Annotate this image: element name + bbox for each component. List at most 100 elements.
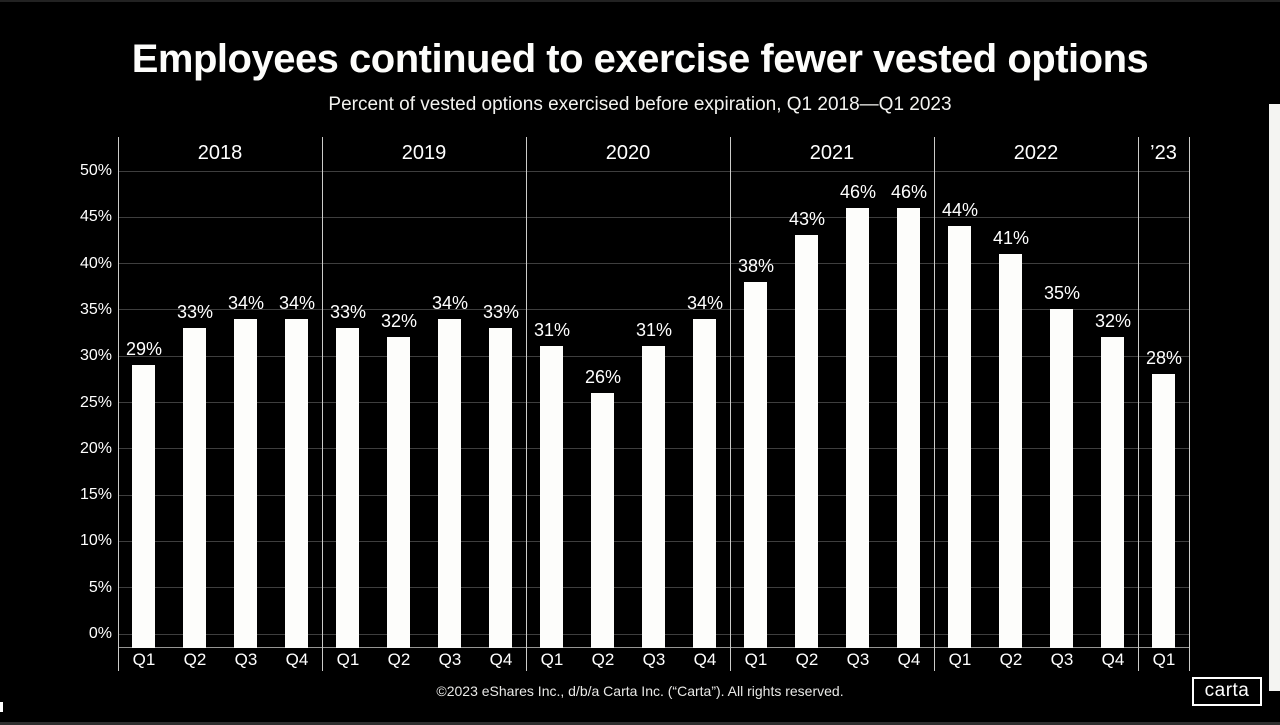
bar (744, 282, 767, 648)
bar-value-label: 34% (431, 293, 469, 313)
year-label: 2021 (809, 142, 855, 164)
carta-logo: carta (1192, 677, 1262, 706)
bar (132, 365, 155, 648)
bar-value-label: 44% (941, 200, 979, 220)
bar-value-label: 33% (329, 302, 367, 322)
y-axis-tick-label: 35% (79, 301, 112, 318)
bar (183, 328, 206, 648)
bar (387, 337, 410, 648)
bar (897, 208, 920, 648)
x-axis-tick-label: Q3 (642, 650, 666, 669)
x-axis-tick-label: Q2 (999, 650, 1023, 669)
y-axis-tick-label: 30% (79, 347, 112, 364)
bar (1050, 309, 1073, 648)
bar-value-label: 46% (839, 182, 877, 202)
carta-logo-text: carta (1204, 679, 1250, 701)
x-axis-tick-label: Q3 (1050, 650, 1074, 669)
x-axis-tick-label: Q4 (693, 650, 717, 669)
bar (234, 319, 257, 648)
x-axis-tick-label: Q4 (489, 650, 513, 669)
y-axis-tick-label: 50% (79, 162, 112, 179)
bar-value-label: 34% (686, 293, 724, 313)
year-label: 2020 (605, 142, 651, 164)
top-window-edge (0, 0, 1280, 2)
year-label: 2019 (401, 142, 447, 164)
x-axis-tick-label: Q2 (591, 650, 615, 669)
bar-value-label: 31% (533, 320, 571, 340)
bar (540, 346, 563, 648)
x-axis-tick-label: Q1 (336, 650, 360, 669)
bar (285, 319, 308, 648)
x-axis-tick-label: Q2 (183, 650, 207, 669)
bar-value-label: 34% (278, 293, 316, 313)
bar-value-label: 38% (737, 256, 775, 276)
bar-value-label: 26% (584, 367, 622, 387)
x-axis-tick-label: Q1 (948, 650, 972, 669)
bar-value-label: 41% (992, 228, 1030, 248)
year-divider (934, 137, 935, 671)
y-axis-tick-label: 25% (79, 394, 112, 411)
chart-title: Employees continued to exercise fewer ve… (131, 37, 1149, 81)
x-axis-tick-label: Q1 (744, 650, 768, 669)
copyright-text: ©2023 eShares Inc., d/b/a Carta Inc. (“C… (436, 683, 844, 699)
gridline (118, 309, 1189, 310)
year-divider (1138, 137, 1139, 671)
x-axis-tick-label: Q4 (897, 650, 921, 669)
y-axis-tick-label: 45% (79, 208, 112, 225)
bar (1101, 337, 1124, 648)
bar-value-label: 31% (635, 320, 673, 340)
gridline (118, 171, 1189, 172)
bar (795, 235, 818, 648)
bar-value-label: 35% (1043, 283, 1081, 303)
y-axis-tick-label: 10% (79, 532, 112, 549)
bar-value-label: 32% (380, 311, 418, 331)
year-label: ’23 (1150, 142, 1177, 164)
y-axis-tick-label: 20% (79, 440, 112, 457)
bar (591, 393, 614, 648)
bar (489, 328, 512, 648)
y-axis-tick-label: 0% (88, 625, 112, 642)
bar-value-label: 43% (788, 209, 826, 229)
plot-right-border (1189, 137, 1190, 671)
chart-subtitle: Percent of vested options exercised befo… (328, 94, 952, 115)
gridline (118, 263, 1189, 264)
x-axis-tick-label: Q4 (1101, 650, 1125, 669)
x-axis-tick-label: Q4 (285, 650, 309, 669)
bar-value-label: 46% (890, 182, 928, 202)
year-divider (526, 137, 527, 671)
bar (642, 346, 665, 648)
bar (438, 319, 461, 648)
bar (693, 319, 716, 648)
bar-value-label: 32% (1094, 311, 1132, 331)
bar-value-label: 34% (227, 293, 265, 313)
bar-value-label: 33% (176, 302, 214, 322)
bar-value-label: 33% (482, 302, 520, 322)
bar (948, 226, 971, 648)
bar-value-label: 28% (1145, 348, 1183, 368)
year-divider (730, 137, 731, 671)
y-axis-tick-label: 40% (79, 255, 112, 272)
y-axis-tick-label: 5% (88, 579, 112, 596)
x-axis-tick-label: Q1 (540, 650, 564, 669)
x-axis-tick-label: Q2 (387, 650, 411, 669)
next-slide-edge (1269, 104, 1280, 691)
x-axis-tick-label: Q3 (438, 650, 462, 669)
bar (846, 208, 869, 648)
gridline (118, 217, 1189, 218)
year-label: 2022 (1013, 142, 1059, 164)
year-divider (322, 137, 323, 671)
bottom-window-edge (0, 722, 1280, 725)
y-axis-tick-label: 15% (79, 486, 112, 503)
bar-value-label: 29% (125, 339, 163, 359)
year-divider (118, 137, 119, 671)
bar (1152, 374, 1175, 648)
x-axis-tick-label: Q3 (234, 650, 258, 669)
x-axis-tick-label: Q1 (1152, 650, 1176, 669)
year-label: 2018 (197, 142, 243, 164)
bar (999, 254, 1022, 648)
x-axis-tick-label: Q2 (795, 650, 819, 669)
left-edge-artifact (0, 702, 3, 712)
x-axis-tick-label: Q3 (846, 650, 870, 669)
